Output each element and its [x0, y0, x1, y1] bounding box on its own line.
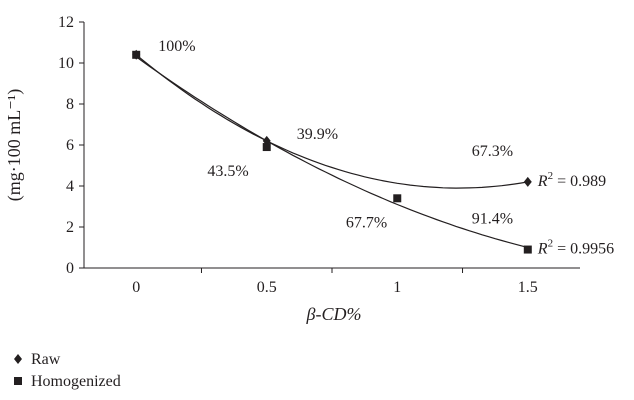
data-points — [132, 49, 532, 254]
y-tick-label: 12 — [58, 14, 74, 31]
point-homogenized — [262, 143, 271, 152]
y-tick-label: 10 — [58, 55, 74, 72]
data-label: 100% — [158, 38, 195, 55]
y-axis-title: (mg·100 mL⁻¹) — [4, 89, 25, 201]
legend-label: Raw — [31, 351, 61, 368]
data-label: 43.5% — [207, 163, 248, 180]
trendline-homogenized — [135, 56, 528, 249]
y-tick-label: 8 — [66, 96, 74, 113]
data-label: 39.9% — [297, 126, 338, 143]
point-homogenized — [393, 194, 402, 203]
trendline-raw — [135, 54, 528, 189]
y-tick-label: 4 — [66, 178, 74, 195]
point-raw — [523, 176, 532, 187]
point-homogenized — [132, 50, 141, 59]
x-axis-title: β-CD% — [306, 304, 362, 324]
legend-marker-raw — [14, 354, 22, 364]
r2-label: R2 = 0.9956 — [537, 238, 614, 258]
data-label: 67.7% — [346, 214, 387, 231]
legend-label: Homogenized — [31, 373, 121, 390]
annotations: 100% 39.9% 43.5% 67.7% 67.3% 91.4% R2 = 0.989 R… — [158, 38, 614, 258]
legend-marker-homogenized — [14, 377, 22, 385]
x-tick-label: 1.5 — [518, 279, 538, 296]
axes: 0 2 4 6 8 10 12 0 0.5 1 1.5 — [58, 14, 580, 296]
point-homogenized — [523, 245, 532, 254]
data-label: 91.4% — [472, 211, 513, 228]
x-tick-label: 0 — [132, 279, 140, 296]
y-tick-label: 6 — [66, 137, 74, 154]
y-tick-label: 2 — [66, 219, 74, 236]
y-tick-label: 0 — [66, 260, 74, 277]
trendlines — [135, 54, 528, 249]
data-label: 67.3% — [472, 143, 513, 160]
x-tick-label: 1 — [393, 279, 401, 296]
legend: Raw Homogenized — [14, 351, 121, 390]
x-tick-label: 0.5 — [257, 279, 277, 296]
r2-label: R2 = 0.989 — [537, 170, 606, 190]
